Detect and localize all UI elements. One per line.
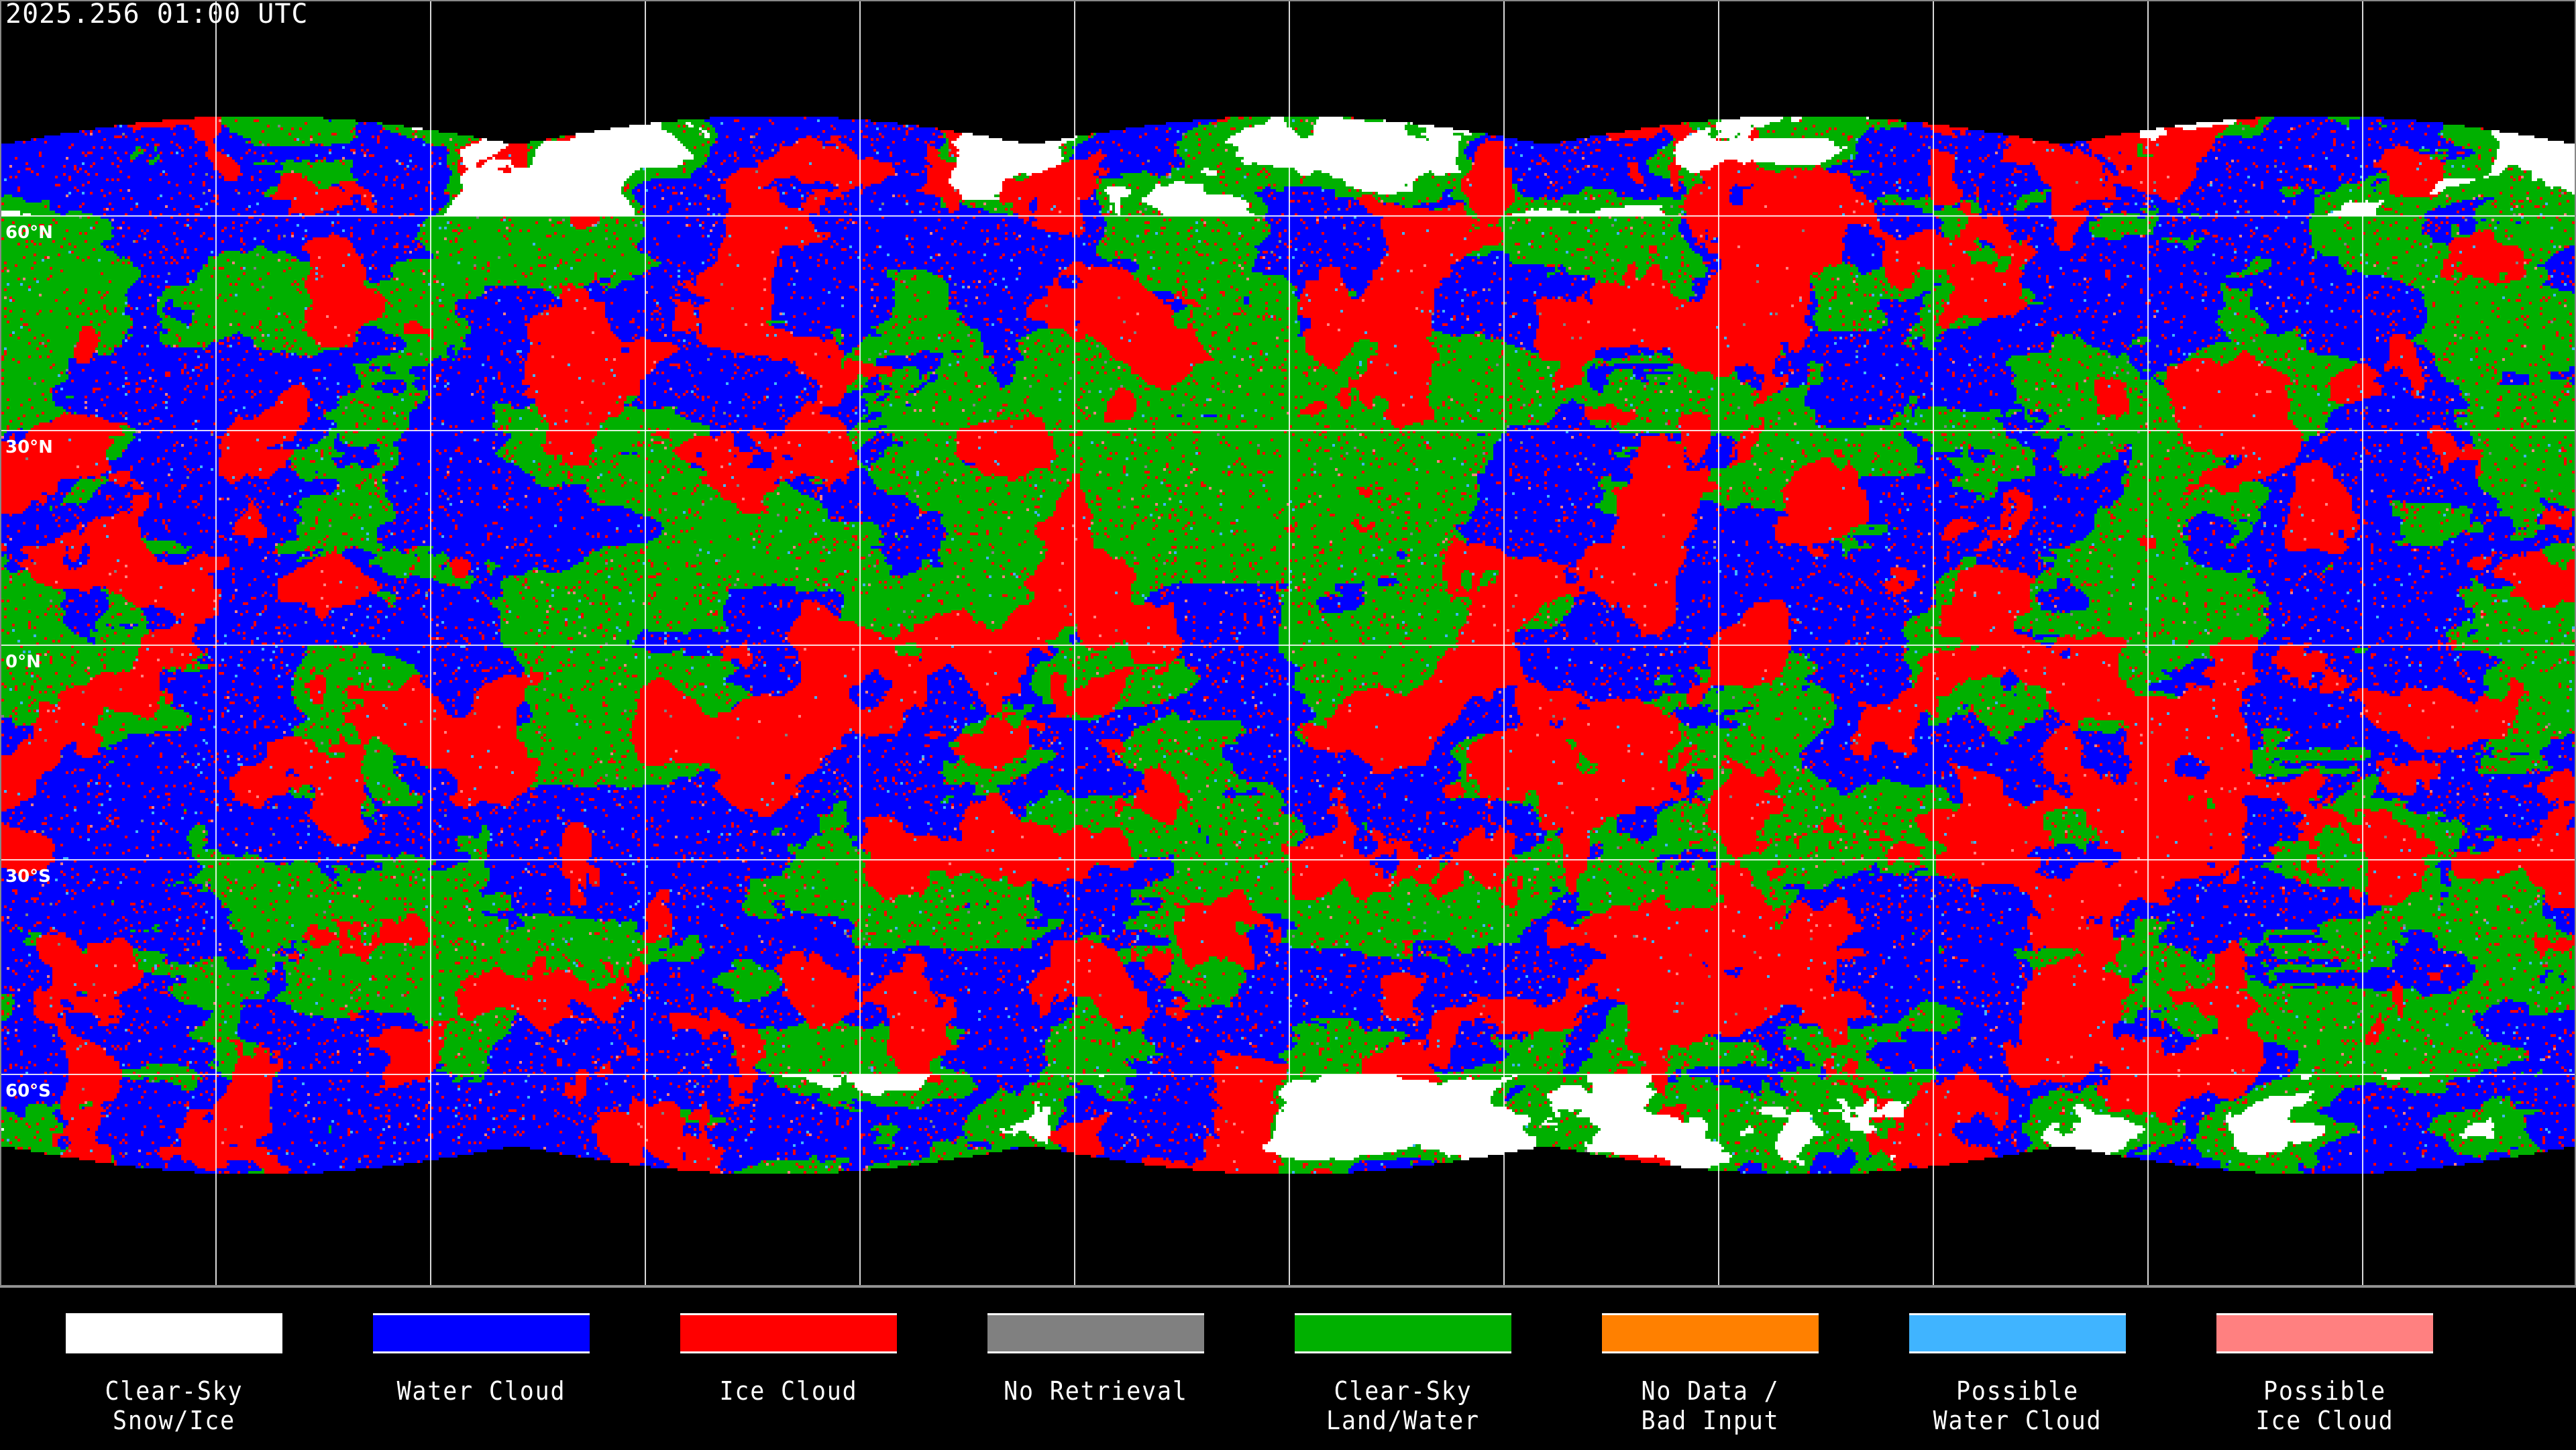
legend-label: Possible Water Cloud [1933,1376,2102,1435]
legend: Clear-Sky Snow/Ice Water Cloud Ice Cloud … [0,1286,2576,1450]
meridian-line [1503,1,1505,1285]
meridian-line [1933,1,1934,1285]
legend-item-possible-ice-cloud: Possible Ice Cloud [2216,1313,2433,1435]
parallel-line [1,645,2575,646]
legend-label: No Data / Bad Input [1641,1376,1780,1435]
cloud-phase-map: 2025.256 01:00 UTC 60°N 30°N 0°N 30°S 60… [0,0,2576,1286]
legend-item-no-retrieval: No Retrieval [987,1313,1204,1406]
legend-label: Possible Ice Cloud [2255,1376,2394,1435]
meridian-line [2147,1,2149,1285]
legend-item-ice-cloud: Ice Cloud [680,1313,897,1406]
legend-swatch [680,1313,897,1353]
legend-item-clear-sky-land-water: Clear-Sky Land/Water [1295,1313,1511,1435]
legend-item-clear-sky-snow-ice: Clear-Sky Snow/Ice [66,1313,282,1435]
legend-swatch [1295,1313,1511,1353]
meridian-line [1289,1,1290,1285]
lat-label-0: 0°N [5,652,41,672]
legend-swatch [2216,1313,2433,1353]
timestamp-title: 2025.256 01:00 UTC [5,0,309,30]
legend-swatch [66,1313,282,1353]
legend-item-possible-water-cloud: Possible Water Cloud [1909,1313,2126,1435]
lat-label-30n: 30°N [5,437,53,457]
legend-label: Clear-Sky Land/Water [1326,1376,1480,1435]
parallel-line [1,430,2575,431]
meridian-line [859,1,861,1285]
legend-label: Clear-Sky Snow/Ice [105,1376,244,1435]
legend-label: Water Cloud [396,1376,566,1406]
parallel-line [1,215,2575,217]
legend-label: Ice Cloud [719,1376,858,1406]
legend-swatch [987,1313,1204,1353]
meridian-line [430,1,431,1285]
parallel-line [1,1074,2575,1075]
parallel-line [1,859,2575,860]
meridian-line [1718,1,1719,1285]
legend-swatch [373,1313,590,1353]
lat-label-60n: 60°N [5,223,53,243]
legend-item-water-cloud: Water Cloud [373,1313,590,1406]
legend-swatch [1909,1313,2126,1353]
legend-label: No Retrieval [1004,1376,1188,1406]
legend-item-no-data-bad-input: No Data / Bad Input [1602,1313,1819,1435]
meridian-line [2362,1,2363,1285]
legend-swatch [1602,1313,1819,1353]
meridian-line [1074,1,1075,1285]
meridian-line [215,1,217,1285]
lat-label-30s: 30°S [5,867,51,887]
lat-label-60s: 60°S [5,1081,51,1101]
meridian-line [645,1,646,1285]
